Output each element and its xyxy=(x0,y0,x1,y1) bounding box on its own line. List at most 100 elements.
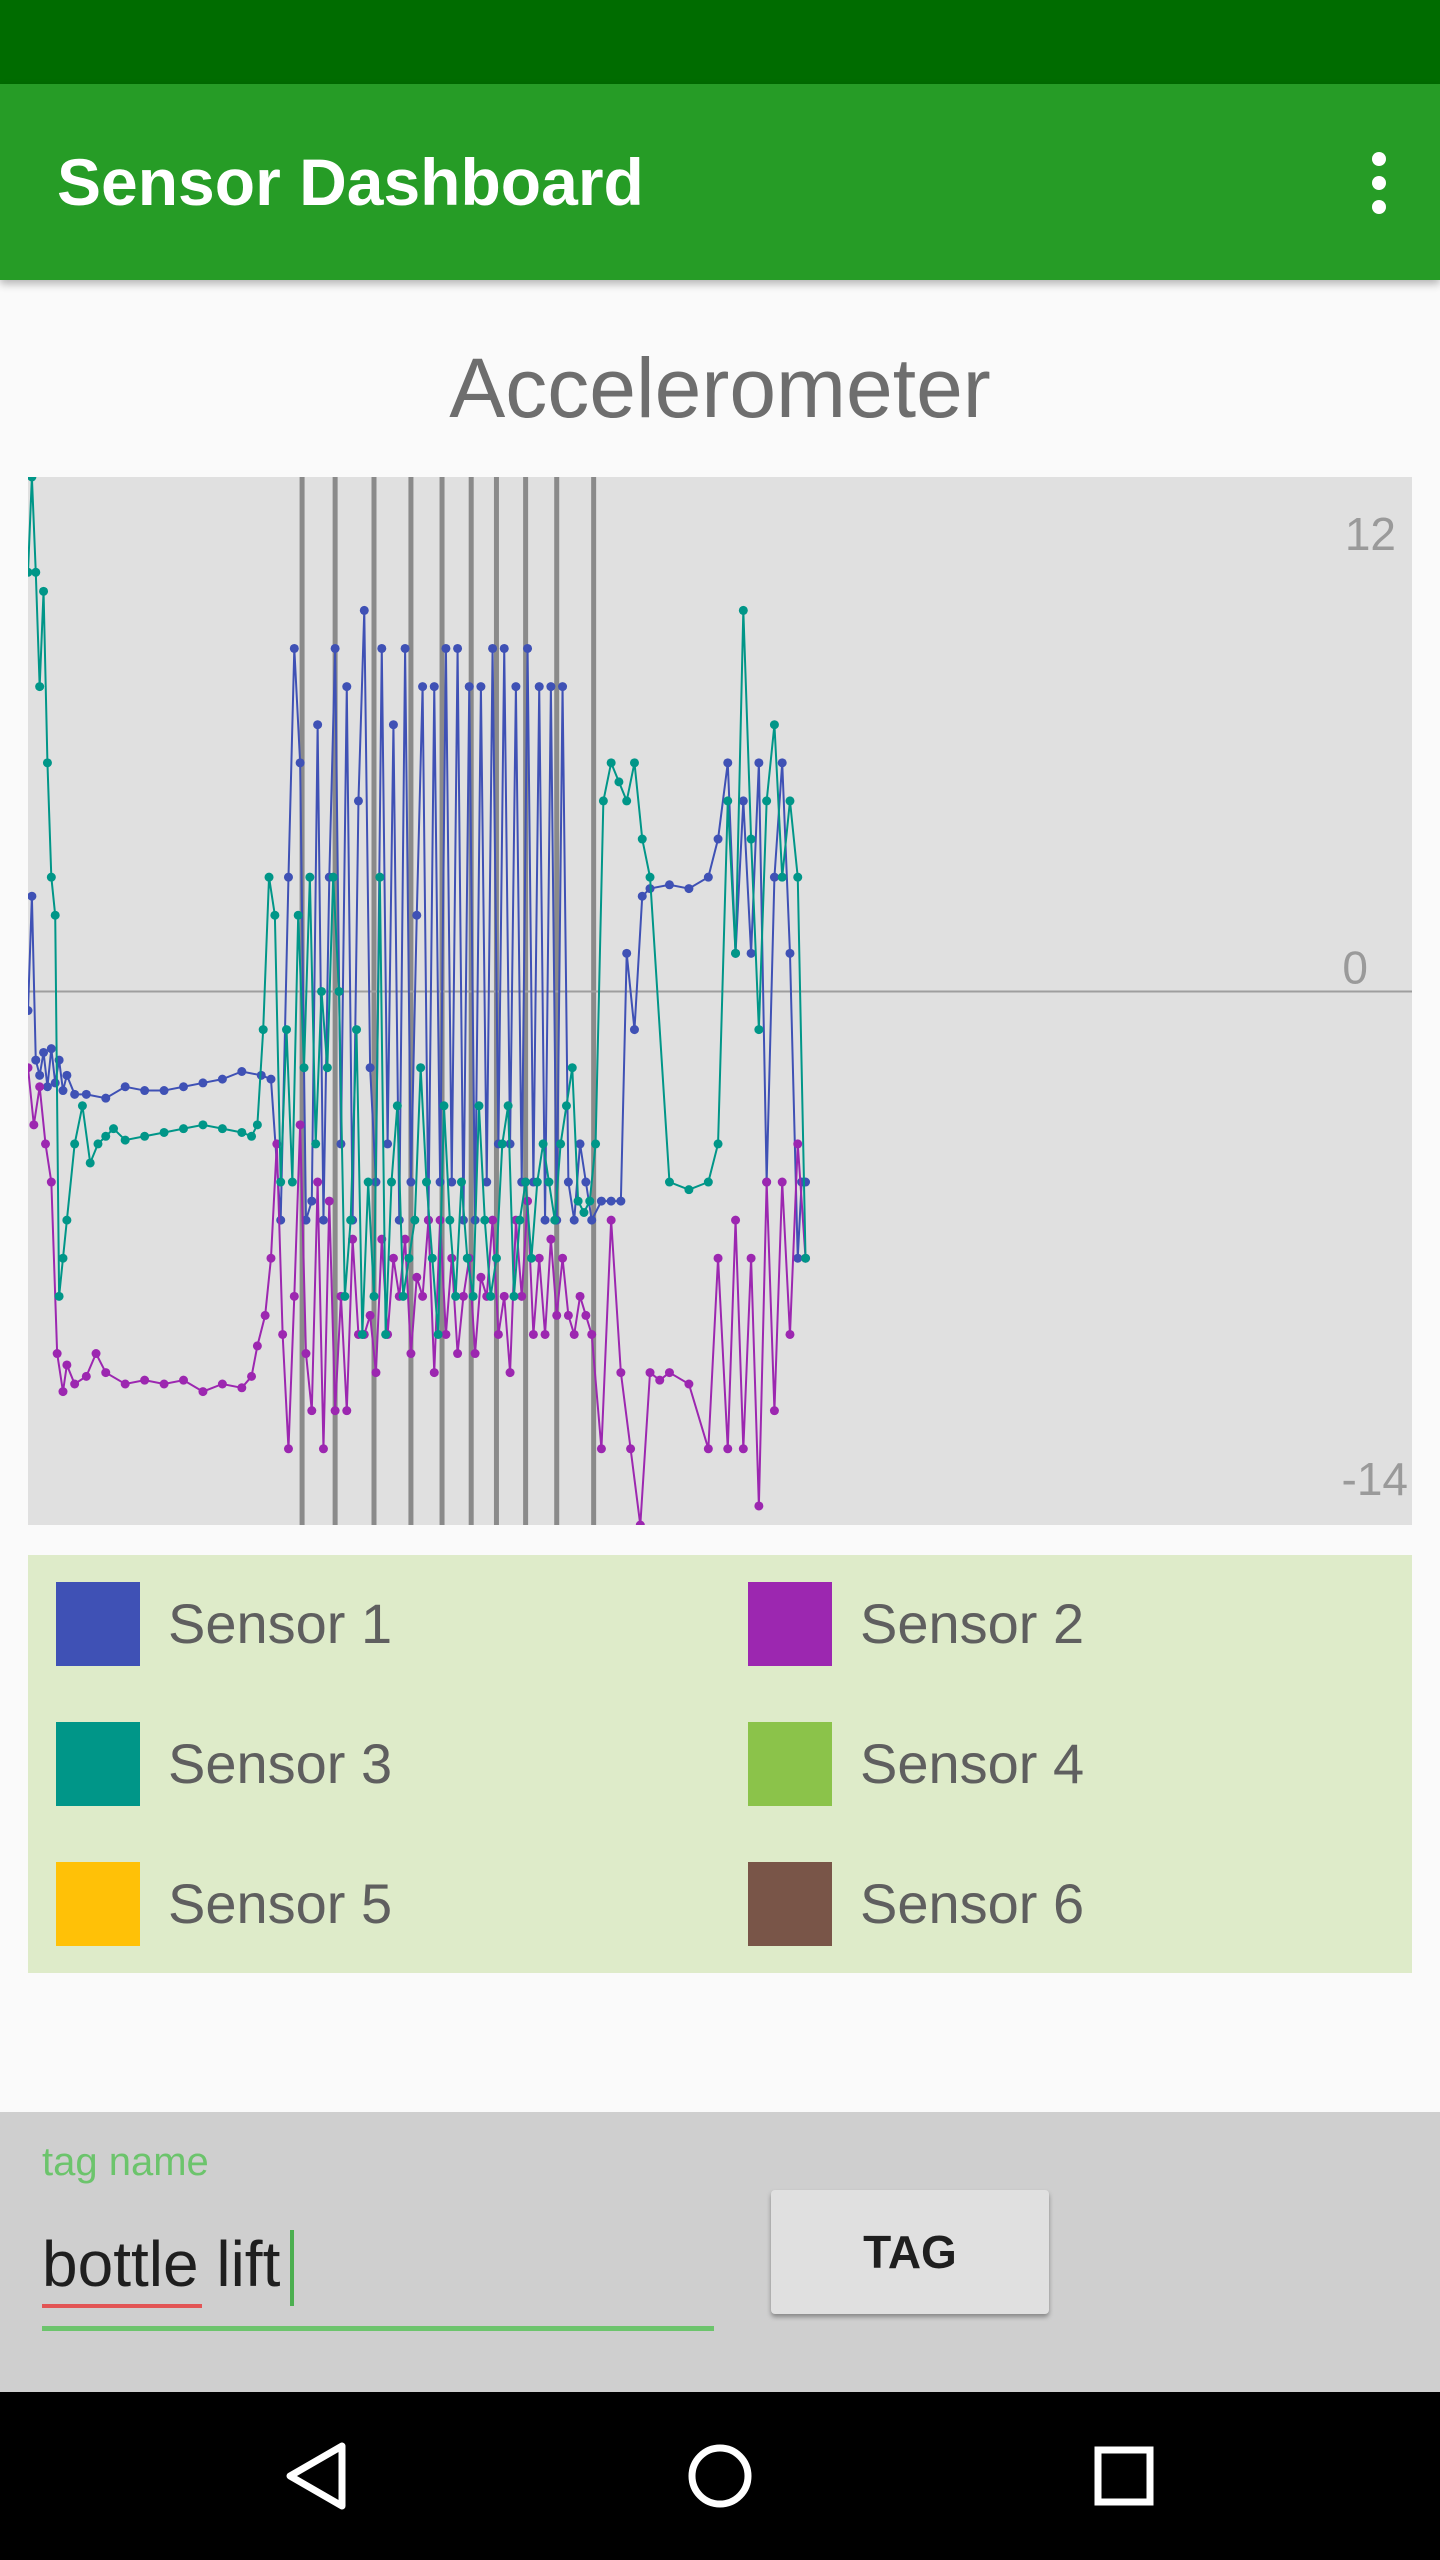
data-point xyxy=(264,872,274,882)
data-point xyxy=(746,948,756,958)
data-point xyxy=(270,910,280,920)
data-point xyxy=(318,1444,328,1454)
data-point xyxy=(418,682,428,692)
recents-square-icon[interactable] xyxy=(1084,2436,1164,2516)
tag-name-field[interactable] xyxy=(42,2202,714,2332)
menu-dot xyxy=(1372,152,1386,166)
data-point xyxy=(400,643,410,653)
data-point xyxy=(322,1063,332,1073)
data-point xyxy=(738,796,748,806)
data-point xyxy=(305,872,315,882)
home-circle-icon[interactable] xyxy=(680,2436,760,2516)
data-point xyxy=(237,1127,247,1137)
data-point xyxy=(468,1291,478,1301)
data-point xyxy=(198,1387,208,1397)
data-point xyxy=(769,1406,779,1416)
data-point xyxy=(629,758,639,768)
series-line xyxy=(28,477,807,1335)
data-point xyxy=(406,1177,416,1187)
data-point xyxy=(511,682,521,692)
data-point xyxy=(371,1368,381,1378)
data-point xyxy=(179,1375,189,1385)
data-point xyxy=(318,1215,328,1225)
data-point xyxy=(429,1368,439,1378)
legend-swatch xyxy=(748,1582,832,1666)
legend: Sensor 1 Sensor 2 Sensor 3 Sensor 4 Sens… xyxy=(28,1555,1412,1973)
data-point xyxy=(77,1101,87,1111)
menu-dot xyxy=(1372,176,1386,190)
legend-item-sensor-5: Sensor 5 xyxy=(28,1862,720,1946)
data-point xyxy=(40,1139,50,1149)
data-point xyxy=(746,1253,756,1263)
data-point xyxy=(28,567,33,577)
data-point xyxy=(441,1329,451,1339)
data-point xyxy=(655,1375,665,1385)
data-point xyxy=(550,1215,560,1225)
data-point xyxy=(587,1215,597,1225)
data-point xyxy=(50,910,60,920)
data-point xyxy=(503,1101,513,1111)
data-point xyxy=(762,1177,772,1187)
data-point xyxy=(28,477,37,482)
data-point xyxy=(427,1253,437,1263)
data-point xyxy=(637,834,647,844)
data-point xyxy=(591,1139,601,1149)
data-point xyxy=(62,1070,72,1080)
data-point xyxy=(762,796,772,806)
data-point xyxy=(85,1158,95,1168)
data-point xyxy=(35,1082,45,1092)
data-point xyxy=(31,567,41,577)
data-point xyxy=(453,1349,463,1359)
data-point xyxy=(563,1177,573,1187)
data-point xyxy=(418,1291,428,1301)
data-point xyxy=(394,1215,404,1225)
data-point xyxy=(388,720,398,730)
y-tick-label-zero: 0 xyxy=(1342,941,1368,993)
data-point xyxy=(703,1444,713,1454)
data-point xyxy=(62,1360,72,1370)
data-point xyxy=(237,1383,247,1393)
series-line xyxy=(28,1067,807,1525)
data-point xyxy=(217,1124,227,1134)
data-point xyxy=(101,1131,111,1141)
data-point xyxy=(637,891,647,901)
spellcheck-underline xyxy=(42,2304,202,2308)
data-point xyxy=(622,948,632,958)
data-point xyxy=(606,1215,616,1225)
data-point xyxy=(31,1055,41,1065)
data-point xyxy=(458,1291,468,1301)
data-point xyxy=(120,1379,130,1389)
data-point xyxy=(50,1078,60,1088)
data-point xyxy=(509,1291,519,1301)
data-point xyxy=(179,1124,189,1134)
data-point xyxy=(738,605,748,615)
data-point xyxy=(435,1177,445,1187)
data-point xyxy=(585,1196,595,1206)
data-point xyxy=(35,682,45,692)
data-point xyxy=(266,1074,276,1084)
data-point xyxy=(237,1067,247,1077)
data-point xyxy=(482,1177,492,1187)
data-point xyxy=(375,872,385,882)
legend-label: Sensor 6 xyxy=(860,1872,1085,1935)
data-point xyxy=(616,1368,626,1378)
data-point xyxy=(626,1444,636,1454)
tag-button[interactable]: TAG xyxy=(771,2190,1049,2314)
navigation-bar xyxy=(0,2392,1440,2560)
data-point xyxy=(606,1196,616,1206)
data-point xyxy=(606,758,616,768)
data-point xyxy=(377,643,387,653)
data-point xyxy=(486,1291,496,1301)
legend-label: Sensor 5 xyxy=(168,1872,393,1935)
data-point xyxy=(140,1131,150,1141)
data-point xyxy=(476,682,486,692)
data-point xyxy=(328,872,338,882)
data-point xyxy=(258,1025,268,1035)
data-point xyxy=(392,1101,402,1111)
data-point xyxy=(596,1196,606,1206)
more-vert-icon[interactable] xyxy=(1336,132,1420,232)
back-triangle-icon[interactable] xyxy=(276,2436,356,2516)
data-point xyxy=(278,1329,288,1339)
legend-item-sensor-2: Sensor 2 xyxy=(720,1582,1412,1666)
data-point xyxy=(558,682,568,692)
